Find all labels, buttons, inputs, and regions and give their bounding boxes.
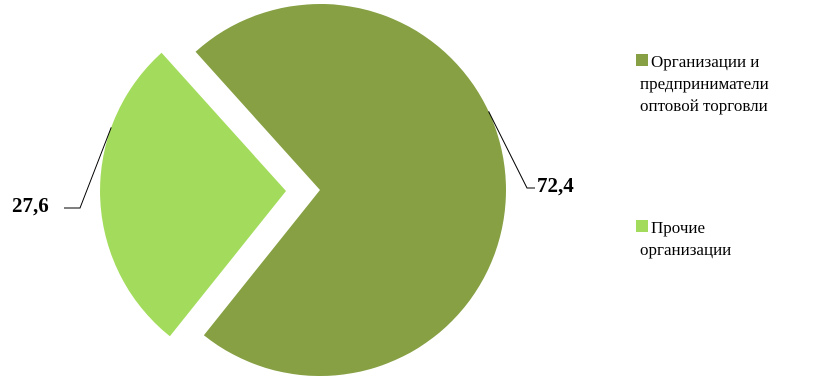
legend-label-2-line-1: Прочие: [651, 218, 705, 237]
legend-label-2-line-2: организации: [640, 240, 731, 259]
data-labels: 72,4 27,6: [12, 173, 574, 217]
pie-slices: [100, 4, 507, 377]
data-label-1: 72,4: [537, 173, 574, 197]
legend-swatch-2: [636, 220, 648, 232]
pie-slice-1: [195, 4, 507, 377]
data-label-2: 27,6: [12, 193, 49, 217]
legend-label-1-line-1: Организации и: [651, 52, 759, 71]
legend-swatch-1: [636, 54, 648, 66]
legend-label-1-line-2: предприниматели: [640, 74, 769, 93]
leader-line-1: [488, 111, 535, 189]
pie-slice-2: [100, 52, 287, 337]
leader-line-2: [64, 127, 112, 209]
legend: Организации и предприниматели оптовой торг…: [636, 52, 769, 259]
leader-lines: [64, 111, 535, 209]
legend-entry-1: Организации и предприниматели оптовой торг…: [636, 52, 769, 115]
legend-entry-2: Прочие организации: [636, 218, 731, 259]
legend-label-1-line-3: оптовой торговли: [640, 96, 768, 115]
